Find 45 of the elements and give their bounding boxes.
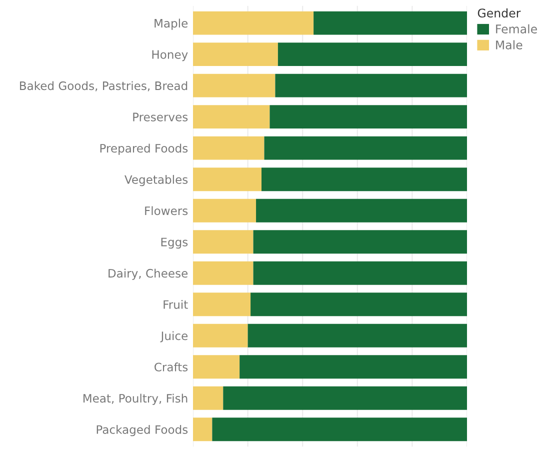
legend-label: Male [496, 40, 522, 50]
bar [193, 230, 254, 254]
y-tick-label: Dairy, Cheese [108, 268, 188, 280]
bar [193, 386, 224, 410]
bar [250, 292, 467, 316]
bar [193, 11, 314, 35]
y-tick-label: Flowers [145, 206, 188, 216]
y-tick-label: Vegetables [124, 174, 188, 186]
y-tick-label: Prepared Foods [100, 144, 188, 155]
bar [193, 74, 276, 98]
y-tick-label: Fruit [164, 300, 188, 309]
y-tick-label: Maple [154, 18, 188, 30]
bar [253, 261, 467, 285]
bar [212, 418, 467, 442]
y-tick-label: Preserves [133, 112, 188, 122]
bar [193, 418, 212, 442]
y-tick-label: Juice [160, 331, 188, 342]
bar [223, 386, 467, 410]
bar [193, 324, 248, 348]
bar [193, 198, 256, 222]
bar [278, 42, 467, 66]
bar [193, 136, 264, 160]
bar [262, 168, 467, 192]
bar [193, 355, 240, 379]
legend-title: Gender [478, 8, 521, 18]
y-tick-label: Crafts [154, 362, 188, 372]
bar [264, 136, 467, 160]
y-tick-label: Packaged Foods [96, 425, 188, 436]
bar [248, 324, 467, 348]
y-tick-label: Baked Goods, Pastries, Bread [20, 81, 188, 92]
bar [193, 105, 270, 129]
bar [193, 261, 254, 285]
bar [275, 74, 467, 98]
bar [193, 42, 278, 66]
bar [256, 198, 467, 222]
legend-label: Female [496, 24, 537, 34]
bar [270, 105, 467, 129]
bar [240, 355, 467, 379]
bar [193, 168, 262, 192]
bar [193, 292, 251, 316]
bar [314, 11, 467, 35]
y-tick-label: Meat, Poultry, Fish [84, 394, 188, 405]
bar [253, 230, 467, 254]
y-tick-label: Honey [152, 50, 188, 62]
y-tick-label: Eggs [161, 238, 188, 249]
